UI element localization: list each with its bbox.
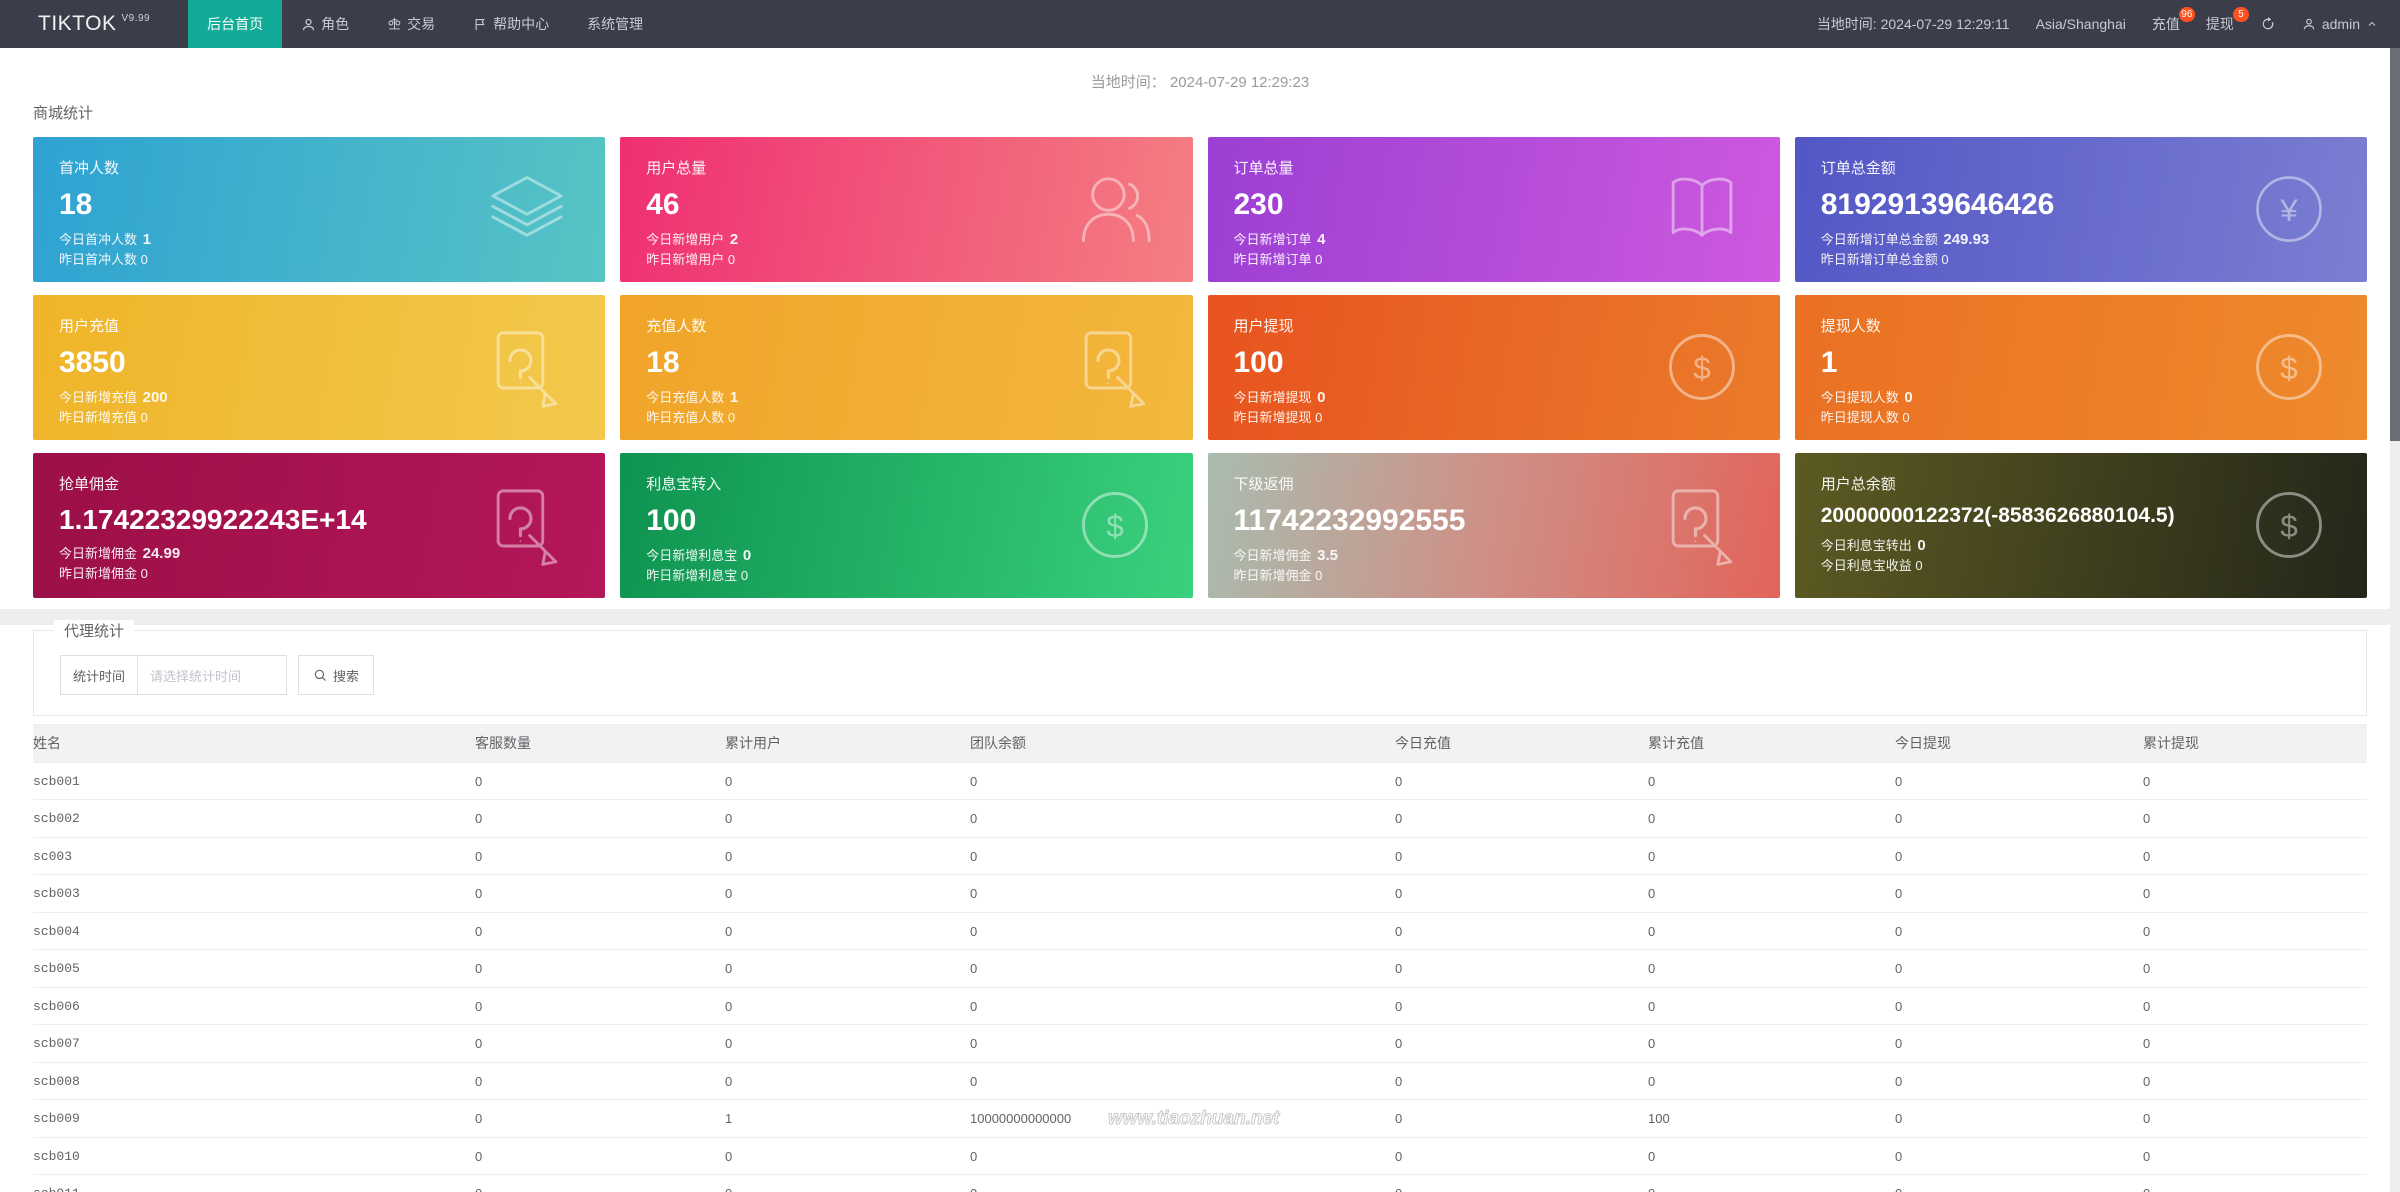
svg-text:$: $ — [1106, 508, 1124, 544]
svg-text:$: $ — [1693, 350, 1711, 386]
svg-text:$: $ — [2280, 508, 2298, 544]
svg-text:¥: ¥ — [2279, 192, 2298, 228]
svg-text:$: $ — [2280, 350, 2298, 386]
